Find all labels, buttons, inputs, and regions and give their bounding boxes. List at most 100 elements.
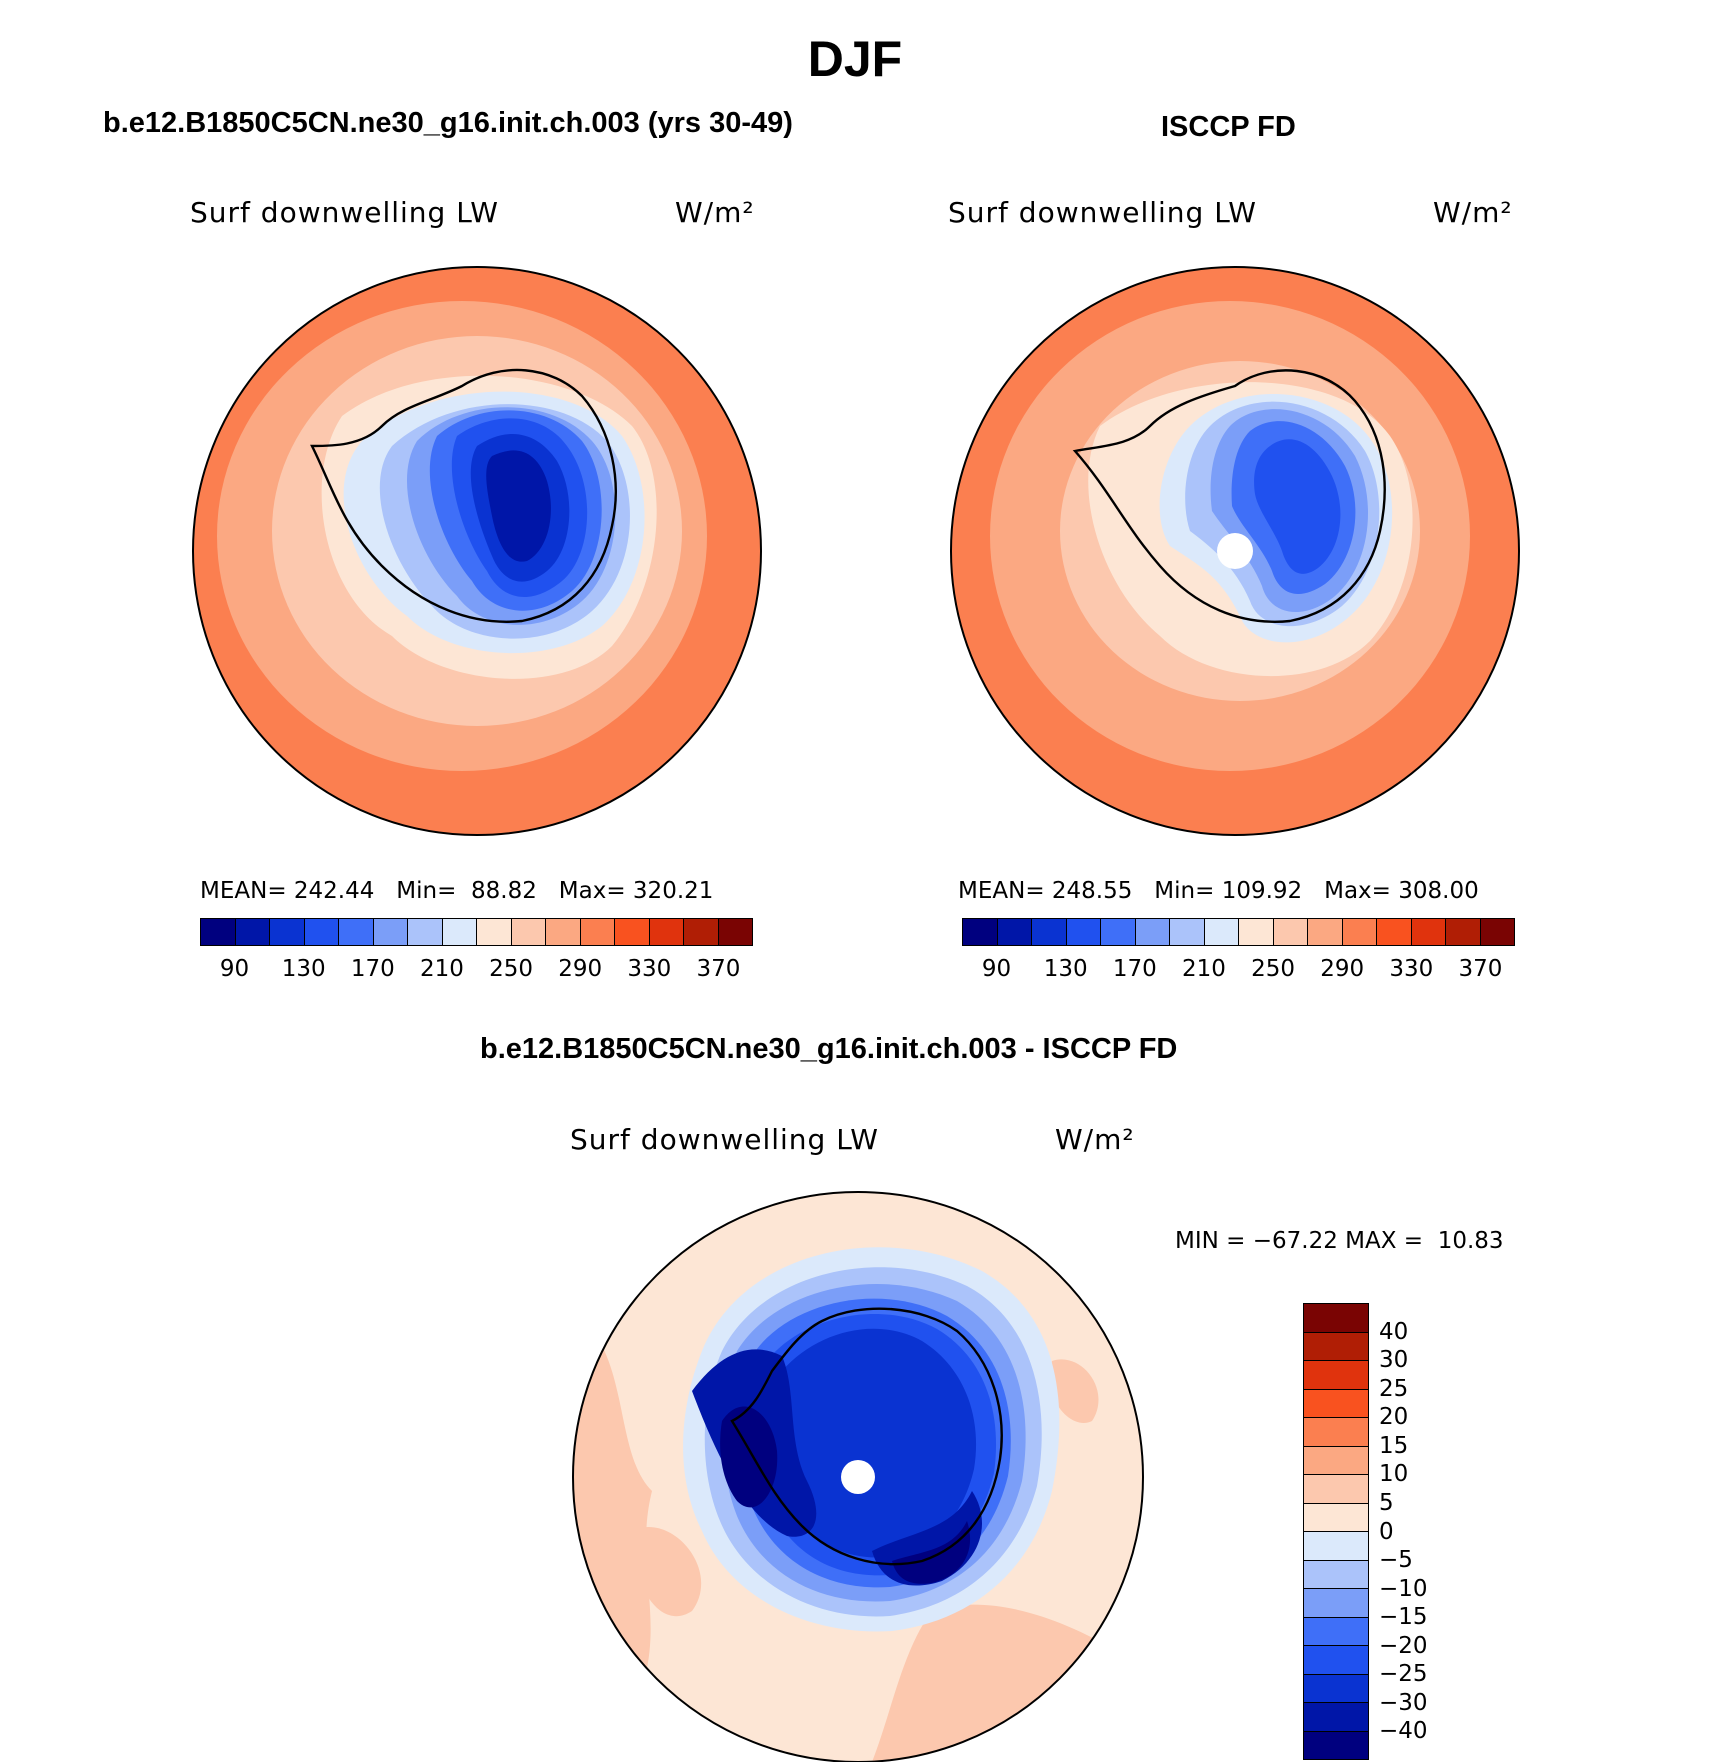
obs-panel-title: ISCCP FD — [1161, 111, 1296, 143]
obs-colorbar-ticks: 90 130 170 210 250 290 330 370 — [962, 956, 1515, 986]
colorbar-tick-label: 5 — [1379, 1489, 1394, 1516]
colorbar-cell-9 — [1273, 919, 1308, 945]
colorbar-tick-label: 30 — [1379, 1347, 1409, 1374]
colorbar-tick-label: 90 — [981, 956, 1012, 982]
diff-panel-title: b.e12.B1850C5CN.ne30_g16.init.ch.003 - I… — [480, 1033, 1178, 1065]
model-map-svg — [192, 266, 762, 836]
colorbar-cell-15 — [1480, 919, 1514, 945]
diff-polar-map — [572, 1191, 1144, 1762]
colorbar-tick-label: −40 — [1379, 1718, 1428, 1745]
colorbar-cell-8 — [477, 919, 512, 945]
colorbar-tick-label: 210 — [1181, 956, 1226, 982]
colorbar-cell-11 — [1342, 919, 1377, 945]
diff-stats: MIN = −67.22 MAX = 10.83 — [1175, 1228, 1504, 1254]
diff-units-label: W/m² — [1055, 1123, 1135, 1156]
colorbar-cell-12 — [1304, 1646, 1368, 1675]
colorbar-cell-0 — [1304, 1304, 1368, 1333]
model-colorbar-ticks: 90 130 170 210 250 290 330 370 — [200, 956, 753, 986]
colorbar-cell-15 — [718, 919, 752, 945]
colorbar-cell-7 — [442, 919, 477, 945]
colorbar-cell-7 — [1204, 919, 1239, 945]
colorbar-cell-14 — [1304, 1703, 1368, 1732]
colorbar-tick-label: 130 — [281, 956, 326, 982]
diff-colorbar — [1303, 1303, 1369, 1760]
colorbar-cell-8 — [1304, 1532, 1368, 1561]
colorbar-cell-10 — [1304, 1589, 1368, 1618]
colorbar-tick-label: 90 — [219, 956, 250, 982]
colorbar-cell-4 — [1101, 919, 1136, 945]
diff-variable-label: Surf downwelling LW — [570, 1123, 879, 1156]
colorbar-tick-label: 330 — [627, 956, 672, 982]
colorbar-cell-5 — [373, 919, 408, 945]
colorbar-cell-3 — [304, 919, 339, 945]
diff-map-svg — [572, 1191, 1144, 1762]
model-units-label: W/m² — [675, 196, 755, 229]
colorbar-tick-label: 330 — [1389, 956, 1434, 982]
colorbar-cell-14 — [1446, 919, 1481, 945]
colorbar-cell-1 — [997, 919, 1032, 945]
colorbar-tick-label: 0 — [1379, 1518, 1394, 1545]
colorbar-cell-10 — [1308, 919, 1343, 945]
colorbar-tick-label: −30 — [1379, 1689, 1428, 1716]
obs-colorbar — [962, 918, 1515, 946]
colorbar-tick-label: 290 — [558, 956, 603, 982]
obs-polar-map — [950, 266, 1520, 836]
colorbar-cell-2 — [270, 919, 305, 945]
colorbar-cell-15 — [1304, 1731, 1368, 1759]
colorbar-cell-1 — [235, 919, 270, 945]
colorbar-tick-label: −20 — [1379, 1632, 1428, 1659]
colorbar-tick-label: 290 — [1320, 956, 1365, 982]
colorbar-tick-label: 130 — [1043, 956, 1088, 982]
colorbar-cell-2 — [1032, 919, 1067, 945]
colorbar-cell-6 — [1170, 919, 1205, 945]
colorbar-tick-label: 250 — [489, 956, 534, 982]
colorbar-tick-label: 250 — [1251, 956, 1296, 982]
colorbar-tick-label: 210 — [419, 956, 464, 982]
colorbar-cell-9 — [1304, 1560, 1368, 1589]
diff-colorbar-ticks: 40 30 25 20 15 10 5 0 −5 −10 −15 −20 −25 −30 −40 — [1379, 1303, 1459, 1760]
colorbar-cell-10 — [546, 919, 581, 945]
colorbar-tick-label: 40 — [1379, 1318, 1409, 1345]
colorbar-cell-2 — [1304, 1361, 1368, 1390]
colorbar-cell-6 — [1304, 1475, 1368, 1504]
obs-variable-label: Surf downwelling LW — [948, 196, 1257, 229]
obs-stats: MEAN= 248.55 Min= 109.92 Max= 308.00 — [958, 878, 1479, 904]
colorbar-cell-1 — [1304, 1332, 1368, 1361]
model-colorbar — [200, 918, 753, 946]
colorbar-tick-label: −15 — [1379, 1604, 1428, 1631]
colorbar-cell-4 — [1304, 1418, 1368, 1447]
figure-title: DJF — [807, 31, 903, 87]
colorbar-cell-11 — [1304, 1617, 1368, 1646]
colorbar-tick-label: 15 — [1379, 1432, 1409, 1459]
model-polar-map — [192, 266, 762, 836]
colorbar-cell-8 — [1239, 919, 1274, 945]
colorbar-cell-11 — [580, 919, 615, 945]
colorbar-tick-label: 10 — [1379, 1461, 1409, 1488]
colorbar-tick-label: 170 — [350, 956, 395, 982]
colorbar-cell-7 — [1304, 1503, 1368, 1532]
colorbar-cell-13 — [1304, 1674, 1368, 1703]
colorbar-cell-5 — [1304, 1446, 1368, 1475]
colorbar-cell-13 — [1411, 919, 1446, 945]
colorbar-cell-6 — [408, 919, 443, 945]
colorbar-cell-14 — [684, 919, 719, 945]
colorbar-tick-label: −5 — [1379, 1547, 1413, 1574]
colorbar-tick-label: −25 — [1379, 1661, 1428, 1688]
model-panel-title: b.e12.B1850C5CN.ne30_g16.init.ch.003 (yr… — [103, 107, 793, 139]
obs-units-label: W/m² — [1433, 196, 1513, 229]
colorbar-cell-12 — [615, 919, 650, 945]
colorbar-cell-3 — [1066, 919, 1101, 945]
colorbar-cell-5 — [1135, 919, 1170, 945]
colorbar-cell-12 — [1377, 919, 1412, 945]
colorbar-tick-label: 20 — [1379, 1404, 1409, 1431]
model-stats: MEAN= 242.44 Min= 88.82 Max= 320.21 — [200, 878, 714, 904]
obs-map-svg — [950, 266, 1520, 836]
colorbar-cell-0 — [201, 919, 236, 945]
colorbar-tick-label: 170 — [1112, 956, 1157, 982]
model-variable-label: Surf downwelling LW — [190, 196, 499, 229]
colorbar-tick-label: −10 — [1379, 1575, 1428, 1602]
colorbar-tick-label: 25 — [1379, 1375, 1409, 1402]
colorbar-cell-13 — [649, 919, 684, 945]
colorbar-tick-label: 370 — [696, 956, 741, 982]
colorbar-cell-3 — [1304, 1389, 1368, 1418]
